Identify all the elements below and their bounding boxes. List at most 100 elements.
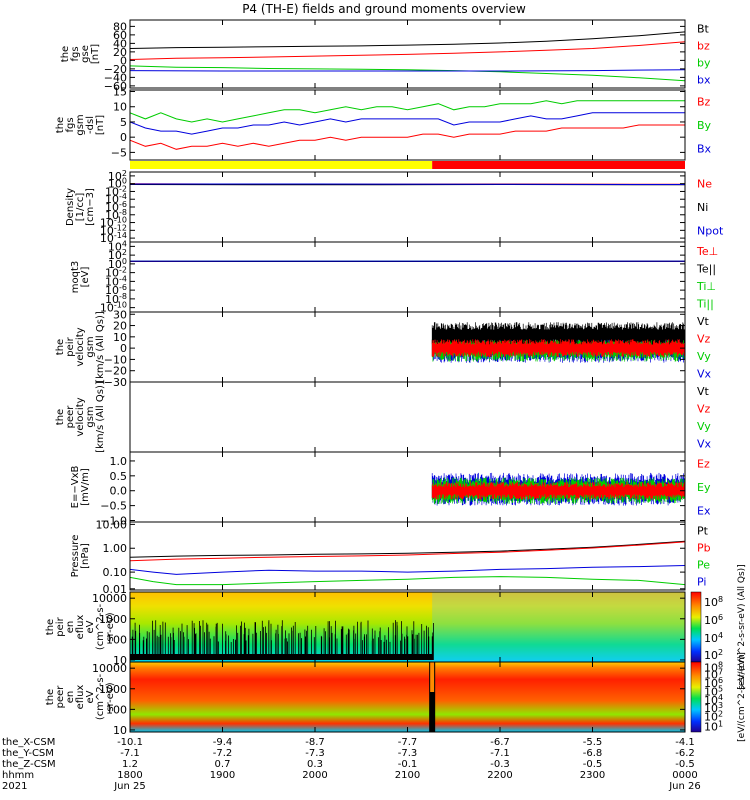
- fgs_gse-ylabel: the fgs gse [nT]: [60, 44, 101, 64]
- peir_eflux-ylabel-line: the: [45, 619, 56, 635]
- time-axis-row-label: the_X-CSM: [2, 737, 55, 748]
- fgs_gsm_dsl-ylabel-line: [nT]: [95, 115, 106, 135]
- peir_velocity-ylabel-line: velocity: [75, 327, 86, 366]
- peer_velocity-frame: [129, 381, 686, 453]
- peer_eflux-colorbar-tick: 108: [704, 661, 723, 675]
- peir_eflux-ylabel-line: (cm^2-s-: [95, 603, 106, 650]
- pressure-ylabel-line: [nPa]: [80, 543, 91, 569]
- peer_eflux-ylabel-line: sr-eV): [105, 682, 116, 711]
- fgs_gsm_dsl-legend-by: By: [697, 119, 712, 132]
- peer_eflux-gap-line: [429, 662, 436, 732]
- temperature-ylabel: moqt3 [eV]: [70, 261, 91, 294]
- temperature-legend-ti: Ti⊥: [696, 280, 716, 293]
- time-axis-tick-value: 1.2: [122, 759, 138, 770]
- density-frame: [129, 171, 686, 243]
- density-tick-label: 10-8: [105, 208, 127, 222]
- pressure-tick-label: 0.10: [103, 566, 128, 579]
- figure-title: P4 (TH-E) fields and ground moments over…: [242, 2, 526, 16]
- density-series-npot-line: [130, 183, 685, 185]
- time-axis-row-label: the_Y-CSM: [2, 748, 54, 759]
- temperature-ylabel-line: moqt3: [70, 261, 81, 294]
- peer_velocity-ylabel: the peer velocity gsm [km/s (All Qs)]: [55, 381, 106, 453]
- pressure-legend-pe: Pe: [697, 559, 710, 572]
- fgs_gsm_dsl-ylabel: the fgs gsm -dsl [nT]: [55, 114, 106, 135]
- e_field-tick-label: −0.5: [100, 500, 127, 513]
- fgs_gsm_dsl-series-bz-line: [130, 124, 685, 150]
- peer_eflux-colorbar-tick: 103: [704, 701, 723, 715]
- time-axis-tick-value: -7.7: [398, 737, 418, 748]
- peir_eflux-tick-label: 10000: [92, 592, 127, 605]
- temperature-frame: [129, 241, 686, 313]
- panel-peir_eflux: 10000 1000 100 10 the peir en eflux eV (cm^2-s-sr…: [45, 564, 747, 689]
- fgs_gse-tick-label: 0: [120, 54, 127, 67]
- fgs_gsm_dsl-tick-label: 5: [120, 116, 127, 129]
- fgs_gse-ylabel-line: [nT]: [90, 44, 101, 64]
- pressure-ylabel: Pressure [nPa]: [70, 535, 91, 578]
- time-axis-row-label: 2021: [2, 781, 27, 792]
- peer_eflux-spectrogram: [130, 662, 685, 732]
- peir_eflux-colorbar-tick: 108: [704, 595, 723, 609]
- fgs_gse-ylabel-line: fgs: [70, 46, 81, 61]
- temperature-tick-label: 10-2: [105, 266, 127, 280]
- fgs_gsm_dsl-series-by-line: [130, 100, 685, 123]
- fgs_gse-tick-label: 20: [113, 46, 127, 59]
- pressure-ylabel-line: Pressure: [70, 535, 81, 578]
- peir_velocity-legend-vt: Vt: [697, 315, 710, 328]
- time-axis-tick-value: -0.5: [675, 759, 695, 770]
- peer_eflux-ylabel-line: peer: [55, 685, 66, 709]
- fgs_gsm_dsl-ylabel-line: -dsl: [85, 116, 96, 134]
- time-axis-tick-value: Jun 26: [668, 781, 701, 792]
- peir_eflux-tick-label: 10: [113, 654, 127, 667]
- peer_eflux-tick-label: 1000: [99, 683, 127, 696]
- mode-bar-segment-1: [432, 161, 685, 169]
- panel-pressure: 10.00 1.00 0.10 0.01 Pressure [nPa] Pt Pb Pe Pi: [70, 518, 711, 595]
- mode-bar-segment-0: [130, 161, 433, 169]
- density-tick-label: 10-14: [100, 231, 127, 245]
- density-tick-label: 10-6: [105, 200, 127, 214]
- time-axis-tick-value: 1800: [117, 770, 142, 781]
- peir_eflux-tick-label: 100: [106, 633, 127, 646]
- fgs_gse-legend-bt: Bt: [697, 23, 710, 36]
- time-axis-tick-value: -10.1: [117, 737, 143, 748]
- peir_velocity-tick-label: 30: [113, 308, 127, 321]
- fgs_gse-series-bx-line: [130, 69, 685, 72]
- fgs_gse-legend-bz: bz: [697, 40, 710, 53]
- density-tick-label: 100: [108, 177, 127, 191]
- time-axis-tick-value: Jun 25: [113, 781, 146, 792]
- pressure-legend-pt: Pt: [697, 525, 709, 538]
- peir_velocity-ylabel-line: the: [55, 339, 66, 355]
- time-axis-tick-value: -4.1: [675, 737, 695, 748]
- fgs_gsm_dsl-legend-bx: Bx: [697, 142, 712, 155]
- peer_velocity-ylabel-line: gsm: [85, 406, 96, 427]
- peir_velocity-legend-vz: Vz: [697, 332, 711, 345]
- fgs_gse-tick-label: −60: [104, 80, 127, 93]
- pressure-tick-label: 10.00: [96, 518, 128, 531]
- peir_eflux-colorbar-tick: 104: [704, 631, 723, 645]
- time-axis-tick-value: 2300: [580, 770, 605, 781]
- peir_velocity-tick-label: −20: [104, 365, 127, 378]
- peir_velocity-tick-label: 20: [113, 320, 127, 333]
- peer_eflux-colorbar-label-text: [eV/(cm^2-s-sr-eV)]: [737, 652, 747, 742]
- peir_eflux-ylabel-line: peir: [55, 616, 66, 636]
- peir_velocity-ylabel: the peir velocity gsm [km/s (All Qs)]: [55, 311, 106, 383]
- peer_eflux-ylabel-line: eflux: [75, 685, 86, 710]
- peir_eflux-colorbar: [690, 591, 702, 663]
- peer_eflux-colorbar-label: [eV/(cm^2-s-sr-eV)]: [737, 652, 747, 742]
- peer_eflux-ylabel-line: eV: [85, 690, 96, 703]
- time-axis-tick-value: -0.5: [583, 759, 603, 770]
- fgs_gsm_dsl-tick-label: 15: [113, 86, 127, 99]
- peir_velocity-ylabel-line: [km/s (All Qs)]: [95, 311, 106, 383]
- fgs_gsm_dsl-series-bx-line: [130, 112, 685, 135]
- peir_eflux-ylabel: the peir en eflux eV (cm^2-s-sr-eV): [45, 603, 116, 650]
- fgs_gsm_dsl-ylabel-line: the: [55, 117, 66, 133]
- time-axis-tick-value: -9.4: [213, 737, 233, 748]
- peer_velocity-legend-vz: Vz: [697, 402, 711, 415]
- temperature-tick-label: 104: [108, 239, 127, 253]
- time-axis-row-label: hhmm: [2, 770, 34, 781]
- peir_velocity-ylabel-line: gsm: [85, 336, 96, 357]
- time-axis-tick-value: -6.7: [490, 737, 510, 748]
- e_field-ylabel-line: [mV/m]: [80, 468, 91, 506]
